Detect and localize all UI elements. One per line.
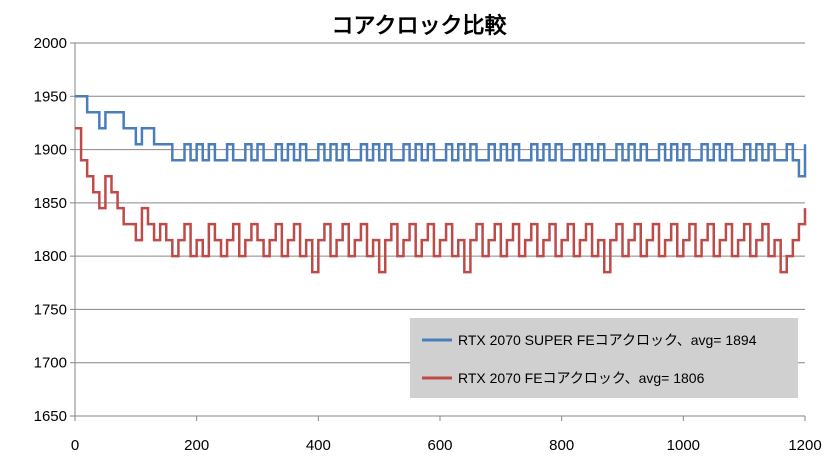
x-tick-label: 1200 bbox=[788, 437, 821, 454]
x-tick-label: 600 bbox=[427, 437, 452, 454]
y-tick-label: 1650 bbox=[34, 408, 67, 425]
x-tick-label: 0 bbox=[71, 437, 79, 454]
y-tick-label: 1900 bbox=[34, 142, 67, 159]
legend-entry-1: RTX 2070 SUPER FEコアクロック、avg= 1894 bbox=[458, 332, 757, 348]
x-tick-label: 1000 bbox=[667, 437, 700, 454]
legend-box bbox=[410, 318, 798, 398]
chart-title: コアクロック比較 bbox=[331, 14, 507, 39]
y-tick-label: 1800 bbox=[34, 248, 67, 265]
series-line-1 bbox=[75, 95, 807, 178]
y-tick-label: 1850 bbox=[34, 195, 67, 212]
y-tick-label: 1700 bbox=[34, 355, 67, 372]
y-tick-label: 1750 bbox=[34, 301, 67, 318]
x-tick-label: 400 bbox=[306, 437, 331, 454]
x-tick-label: 200 bbox=[184, 437, 209, 454]
series-line-2 bbox=[75, 127, 807, 274]
y-tick-label: 2000 bbox=[34, 35, 67, 52]
x-tick-label: 800 bbox=[549, 437, 574, 454]
y-tick-label: 1950 bbox=[34, 88, 67, 105]
legend-entry-2: RTX 2070 FEコアクロック、avg= 1806 bbox=[458, 370, 705, 386]
